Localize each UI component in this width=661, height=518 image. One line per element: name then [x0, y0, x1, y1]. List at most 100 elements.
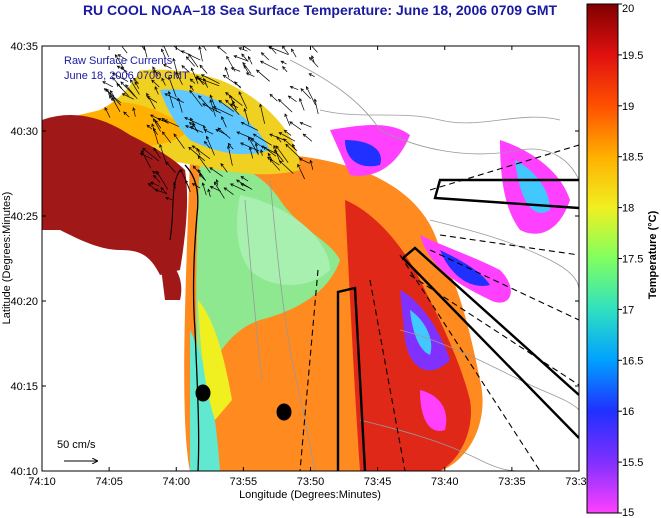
current-vector-head — [215, 129, 219, 133]
current-vector — [112, 77, 123, 89]
current-vector — [120, 81, 136, 97]
current-vector-head — [198, 95, 202, 99]
y-tick-label: 40:35 — [10, 41, 38, 53]
current-vector — [284, 129, 292, 136]
current-vector — [261, 145, 278, 155]
current-vector — [161, 78, 166, 86]
current-vector-head — [142, 147, 146, 152]
current-vector — [147, 96, 158, 103]
current-vector-head — [209, 94, 213, 99]
current-vector-head — [209, 167, 214, 171]
colorbar-tick-label: 15.5 — [622, 457, 643, 469]
current-vector-head — [137, 30, 140, 33]
current-vector-head — [188, 146, 192, 151]
current-vector — [198, 95, 213, 112]
current-vector-head — [260, 52, 265, 56]
current-vector-head — [280, 60, 285, 64]
current-vector-head — [153, 147, 157, 151]
current-vector-head — [162, 64, 167, 68]
current-vector — [278, 132, 296, 142]
current-vector-head — [112, 76, 116, 81]
current-vector-head — [114, 54, 119, 58]
current-vector — [168, 91, 174, 109]
current-vector — [181, 65, 190, 73]
legend-line-1: Raw Surface Currents — [64, 55, 173, 67]
current-vector — [233, 55, 249, 62]
current-vector-head — [167, 41, 170, 44]
coastline — [184, 164, 200, 471]
current-vector-head — [289, 85, 294, 90]
current-vector — [143, 46, 148, 58]
current-vector — [181, 50, 201, 61]
x-tick-label: 74:10 — [28, 476, 56, 488]
current-vector — [195, 77, 207, 85]
current-vector — [201, 74, 220, 84]
dashed-sector-lines — [299, 144, 579, 471]
current-vector-head — [195, 76, 199, 81]
current-vector — [188, 53, 199, 68]
current-vector-head — [189, 85, 193, 89]
current-vector-head — [259, 60, 264, 64]
current-vector — [300, 88, 311, 99]
current-vector — [155, 120, 162, 129]
current-vector-head — [298, 158, 303, 162]
current-vector-head — [302, 133, 307, 137]
current-vector — [255, 143, 259, 155]
current-vector — [253, 133, 272, 146]
current-vector — [242, 62, 252, 74]
current-vector — [240, 176, 249, 182]
current-vector — [163, 64, 172, 69]
current-vector-head — [189, 78, 194, 82]
colorbar-tick-label: 16 — [622, 406, 634, 418]
current-vector — [165, 197, 172, 201]
current-vector-head — [238, 91, 242, 95]
current-vector — [269, 159, 280, 171]
current-vector-head — [156, 170, 160, 175]
current-vector-head — [168, 76, 172, 80]
sst-cool-patch — [237, 195, 330, 285]
current-vector-head — [226, 55, 230, 60]
current-vector-head — [233, 55, 238, 59]
current-vector — [213, 181, 225, 199]
radar-site-marker — [195, 384, 211, 402]
current-vector-head — [259, 103, 263, 108]
current-vector — [299, 158, 310, 164]
current-vector — [203, 125, 207, 134]
current-vector-head — [190, 126, 194, 130]
current-vector — [289, 121, 302, 130]
current-vector-head — [232, 100, 236, 105]
current-vector-head — [292, 143, 296, 148]
current-vector-head — [213, 181, 218, 186]
colorbar-tick-label: 18 — [622, 203, 634, 215]
current-vector-head — [269, 93, 274, 98]
current-vector-head — [256, 69, 260, 73]
current-vector — [180, 169, 190, 189]
current-vector-head — [238, 47, 243, 51]
current-vector — [238, 91, 248, 109]
y-tick-label: 40:20 — [10, 296, 38, 308]
current-vector-head — [243, 64, 247, 69]
current-vector-head — [151, 79, 155, 84]
current-vector — [152, 170, 159, 175]
current-vector-head — [111, 72, 116, 76]
current-vector — [279, 160, 294, 174]
current-vector-head — [188, 121, 193, 126]
current-vector — [203, 78, 208, 88]
current-vector-head — [141, 149, 145, 154]
current-vector-head — [184, 125, 189, 129]
current-vector-head — [146, 124, 151, 129]
current-vector-head — [162, 131, 166, 135]
current-vector — [111, 97, 121, 113]
current-vector — [130, 79, 140, 95]
current-vector — [275, 145, 289, 163]
current-vector-head — [180, 168, 184, 173]
colorbar-tick-label: 20 — [622, 3, 634, 15]
current-vector-head — [202, 103, 206, 107]
current-vector-head — [299, 97, 303, 102]
current-vector-head — [189, 89, 193, 94]
current-vector-head — [165, 161, 169, 165]
current-vector — [217, 46, 227, 54]
x-tick-label: 73:55 — [230, 476, 258, 488]
current-vector — [267, 156, 280, 166]
current-vector-head — [240, 142, 244, 146]
